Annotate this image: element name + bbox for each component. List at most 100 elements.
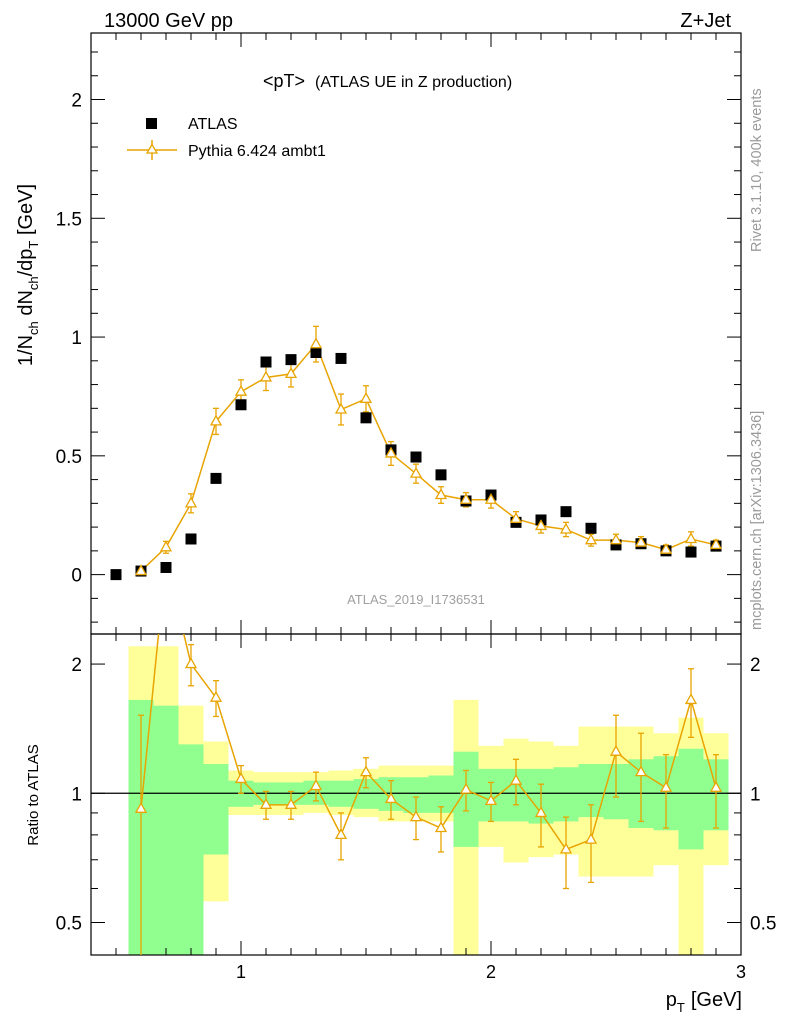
atlas-point [410,451,422,463]
mc-point [534,519,548,531]
main-y-tick-label: 2 [71,91,82,112]
mc-point [484,492,498,504]
main-y-tick-label: 0.5 [56,447,82,468]
x-axis-label-main: p [666,989,677,1011]
x-axis-label: pT [GeV] [666,989,742,1015]
main-title-suffix: (ATLAS UE in Z production) [315,74,512,91]
ratio-mc-point [484,794,498,806]
atlas-point [435,469,447,481]
main-ylabel-c-sub: T [26,241,41,249]
mc-point [234,384,248,396]
ratio-mc-point [509,773,523,785]
ratio-y-tick-label-left: 0.5 [56,913,82,934]
main-mc-series [138,325,719,575]
ratio-mc-point [284,797,298,809]
mc-point [659,542,673,554]
main-title-main: <pT> [263,71,305,91]
ratio-mc-point [359,765,373,777]
atlas-point [335,352,347,364]
mc-point [359,391,373,403]
atlas-point [685,546,697,558]
header-right: Z+Jet [680,10,731,32]
header-left: 13000 GeV pp [104,10,233,32]
main-title: <pT> (ATLAS UE in Z production) [263,71,512,91]
main-ylabel-c: /dp [15,249,37,277]
ratio-mc-point [534,806,548,818]
ratio-y-tick-label-right: 0.5 [750,913,776,934]
ratio-mc-point [434,821,448,833]
ratio-mc-point [209,690,223,702]
main-ylabel-b-sub: ch [26,276,41,290]
atlas-point [560,506,572,518]
ratio-y-tick-label-left: 1 [71,784,82,805]
main-ylabel-a: 1/N [15,335,37,366]
band-inner [553,767,579,822]
x-axis-label-unit: [GeV] [691,989,742,1011]
band-inner [178,744,204,955]
ratio-mc-point [459,782,473,794]
ratio-mc-point [334,828,348,840]
ratio-ylabel: Ratio to ATLAS [25,744,42,845]
mc-point [334,402,348,414]
ratio-y-tick-label-right: 2 [750,655,761,676]
mc-point [209,414,223,426]
mc-point [184,496,198,508]
atlas-point [310,347,322,359]
x-axis-label-sub: T [677,1000,685,1015]
atlas-point [185,533,197,545]
x-tick-label: 1 [236,962,246,982]
mc-point [509,511,523,523]
legend-label-pythia: Pythia 6.424 ambt1 [188,143,326,160]
ratio-mc-point [184,657,198,669]
band-inner [678,748,704,850]
ratio-mc-point [709,780,723,792]
legend: ATLAS Pythia 6.424 ambt1 [127,116,326,160]
main-panel: 0 0.5 1 1.5 2 [56,32,742,635]
mc-point [434,488,448,500]
ratio-mc-point [609,744,623,756]
legend-label-atlas: ATLAS [188,116,238,133]
legend-marker-atlas [146,118,157,129]
ratio-mc-point [259,797,273,809]
atlas-point [610,539,622,551]
mc-point [709,538,723,550]
mc-point [584,533,598,545]
ratio-mc-point [384,792,398,804]
ratio-panel: 1 2 3 0.5 0.5 1 1 2 2 [56,554,776,982]
main-ylabel-a-sub: ch [26,321,41,335]
main-y-tick-label: 1.5 [56,209,82,230]
mc-point [309,337,323,349]
atlas-point [235,399,247,411]
ratio-bands [128,646,729,955]
main-y-tick-label: 1 [71,328,82,349]
side-text-bottom: mcplots.cern.ch [arXiv:1306.3436] [749,411,765,630]
x-tick-label: 3 [736,962,746,982]
atlas-point [260,356,272,368]
ratio-mc-point [234,772,248,784]
ratio-mc-point [634,765,648,777]
legend-marker-pythia [145,143,159,154]
ratio-mc-point [161,554,171,563]
side-text-top: Rivet 3.1.10, 400k events [749,88,765,252]
main-ylabel-d: [GeV] [15,184,37,241]
band-inner [203,764,229,855]
ratio-mc-point [584,832,598,844]
band-inner [153,705,179,955]
atlas-point [160,561,172,573]
mc-point [384,446,398,458]
main-y-tick-label: 0 [71,566,82,587]
mc-point [409,466,423,478]
mc-point [259,370,273,382]
ratio-mc-point [559,842,573,854]
atlas-point [210,472,222,484]
ratio-mc-point [659,780,673,792]
mc-point [459,492,473,504]
ratio-mc-series [134,554,723,955]
atlas-point [285,354,297,366]
mc-point [159,540,173,552]
ratio-mc-point [409,810,423,822]
mc-point [609,533,623,545]
ratio-y-tick-label-left: 2 [71,655,82,676]
ratio-mc-point [684,693,698,705]
